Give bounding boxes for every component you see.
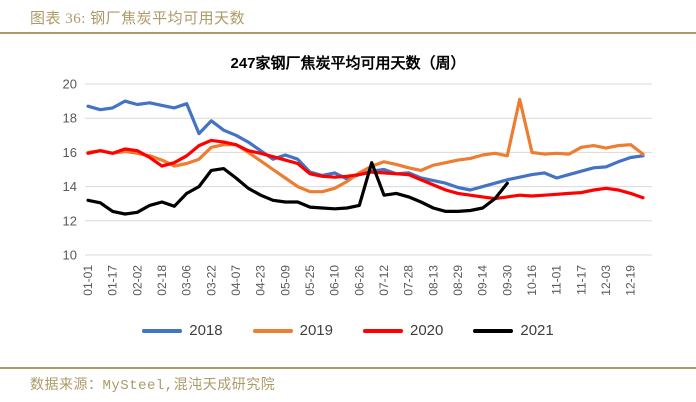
legend-item-2019: 2019 (252, 322, 333, 339)
legend-swatch-2020 (363, 328, 403, 333)
figure-caption: 图表 36: 钢厂焦炭平均可用天数 (30, 11, 246, 27)
x-tick-label: 12-03 (599, 265, 613, 296)
x-tick-label: 11-17 (574, 265, 588, 295)
legend-swatch-2019 (252, 328, 293, 333)
x-tick-label: 08-13 (426, 265, 440, 296)
x-tick-label: 01-01 (81, 265, 95, 296)
x-tick-label: 06-10 (328, 265, 342, 296)
x-tick-label: 02-18 (155, 265, 169, 296)
data-source: 数据来源：MySteel,混沌天成研究院 (30, 378, 276, 394)
x-tick-label: 09-14 (476, 265, 490, 296)
x-tick-label: 11-01 (550, 265, 564, 295)
x-tick-label: 06-26 (352, 265, 366, 296)
series-line-2018 (86, 99, 645, 192)
legend-item-2018: 2018 (142, 322, 223, 339)
chart-plot-area: 10 12 14 16 18 20 01-01 01-17 02-02 02-18 03-06 03-… (0, 75, 696, 315)
legend-swatch-2021 (473, 328, 514, 333)
y-tick-label: 12 (63, 213, 77, 228)
x-tick-label: 05-25 (303, 265, 317, 296)
x-tick-label: 12-19 (624, 265, 638, 296)
y-tick-label: 20 (63, 77, 77, 92)
x-tick-label: 07-28 (402, 265, 416, 296)
plot-svg: 10 12 14 16 18 20 01-01 01-17 02-02 02-18 03-06 03-… (63, 77, 652, 296)
x-tick-label: 09-30 (500, 265, 514, 296)
chart-title: 247家钢厂焦炭平均可用天数（周） (230, 55, 466, 72)
x-tick-label: 05-09 (278, 265, 292, 296)
series-line-2021 (86, 161, 509, 216)
header-divider (0, 32, 696, 34)
x-tick-label: 02-02 (130, 265, 144, 296)
legend-label: 2021 (520, 322, 554, 339)
x-tick-label: 03-06 (180, 265, 194, 296)
series-line-2019 (86, 97, 645, 194)
x-tick-label: 03-22 (204, 265, 218, 296)
legend-item-2020: 2020 (363, 322, 443, 339)
legend-label: 2018 (189, 322, 223, 339)
legend-label: 2019 (299, 322, 333, 339)
x-tick-label: 04-07 (229, 265, 243, 296)
legend-label: 2020 (410, 322, 444, 339)
x-tick-label: 04-23 (254, 265, 268, 296)
x-tick-label: 01-17 (106, 265, 120, 296)
chart-legend: 2018 2019 2020 2021 (0, 322, 696, 339)
series-line-2020 (86, 138, 645, 201)
x-tick-label: 07-12 (377, 265, 391, 296)
y-tick-label: 16 (63, 145, 77, 160)
legend-swatch-2018 (142, 328, 183, 333)
y-tick-label: 18 (63, 111, 77, 126)
y-tick-label: 10 (63, 248, 77, 263)
legend-item-2021: 2021 (473, 322, 554, 339)
x-tick-label: 10-16 (525, 265, 539, 296)
footer-divider (0, 367, 696, 369)
x-tick-label: 08-29 (451, 265, 465, 296)
y-tick-label: 14 (63, 179, 77, 194)
